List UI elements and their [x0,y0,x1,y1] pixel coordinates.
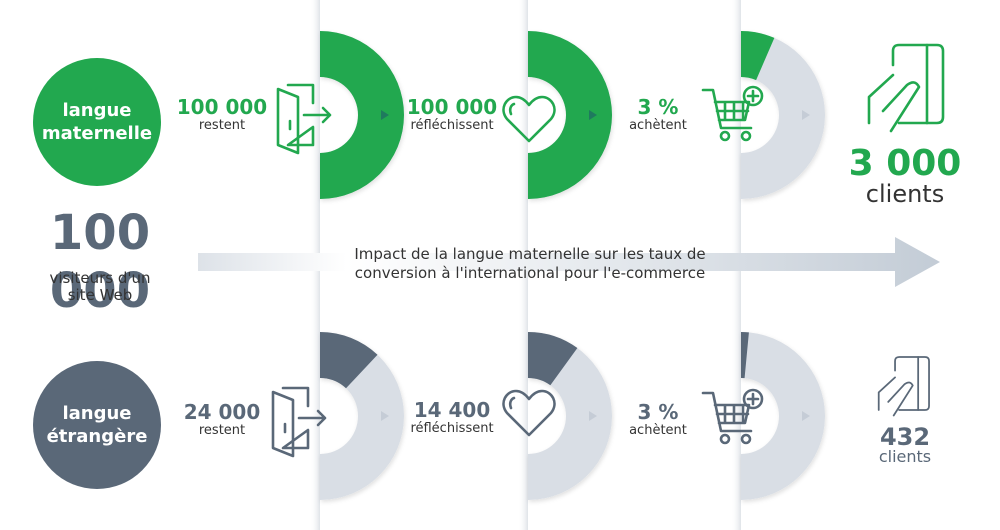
segment-fill [741,31,775,81]
segment-fill [528,31,612,199]
step-value: 100 000 [406,95,498,119]
infographic-title: Impact de la langue maternelle sur les t… [320,245,740,283]
funnel-segment [320,31,404,199]
visitors-label: visiteurs d'un site Web [0,270,200,304]
step-label: réfléchissent [410,118,494,133]
title-line1: Impact de la langue maternelle sur les t… [354,245,706,263]
step-label: réfléchissent [410,421,494,436]
step-value: 3 % [637,95,679,119]
step-value: 14 400 [413,398,491,422]
heart-icon [502,95,556,143]
funnel-segment [528,31,612,199]
step-remain: 100 000 restent [170,96,274,134]
funnel-segment [741,332,825,500]
door-exit-icon [276,83,332,155]
heart-icon [502,389,556,437]
visitors-label-line2: site Web [67,286,133,304]
play-arrow-icon [381,411,389,421]
language-line1: langue [62,100,132,121]
segment-fill [528,332,578,386]
play-arrow-icon [589,110,597,120]
segment-background [741,31,825,199]
foreign-language-circle [33,361,161,489]
foreign-language-label: langue étrangère [33,402,161,448]
segment-background [741,332,825,500]
play-arrow-icon [589,411,597,421]
step-buy: 3 % achètent [618,96,698,134]
language-line1: langue [62,403,132,424]
flow-arrow [198,237,940,287]
hand-card-icon [877,356,930,417]
native-language-label: langue maternelle [33,99,161,145]
play-arrow-icon [381,110,389,120]
language-line2: maternelle [41,123,153,144]
step-value: 3 % [637,400,679,424]
funnel-segment [528,332,612,500]
step-label: achètent [629,118,687,133]
segment-fill [741,332,749,379]
funnel-segment [320,332,404,500]
step-buy: 3 % achètent [618,401,698,439]
funnel-segment [741,31,825,199]
visitors-label-line1: visiteurs d'un [49,269,151,287]
segment-fill [320,332,378,389]
result-count: 3 000 [848,143,962,184]
step-label: restent [198,423,246,438]
step-remain: 24 000 restent [172,401,272,439]
native-language-circle [33,58,161,186]
visitors-count: 100 000 [49,205,151,319]
result-label: clients [878,447,932,466]
hand-card-icon [867,43,945,133]
result-label: clients [865,180,945,208]
play-arrow-icon [802,411,810,421]
language-line2: étrangère [46,426,148,447]
door-exit-icon [271,386,327,458]
title-line2: conversion à l'international pour l'e-co… [354,264,706,282]
step-value: 24 000 [183,400,261,424]
segment-fill [320,31,404,199]
result-count: 432 [879,423,931,451]
play-arrow-icon [802,110,810,120]
step-label: achètent [629,423,687,438]
step-consider: 14 400 réfléchissent [396,399,508,437]
step-label: restent [198,118,246,133]
step-consider: 100 000 réfléchissent [396,96,508,134]
step-value: 100 000 [176,95,268,119]
cart-add-icon [701,388,764,445]
cart-add-icon [701,85,764,142]
